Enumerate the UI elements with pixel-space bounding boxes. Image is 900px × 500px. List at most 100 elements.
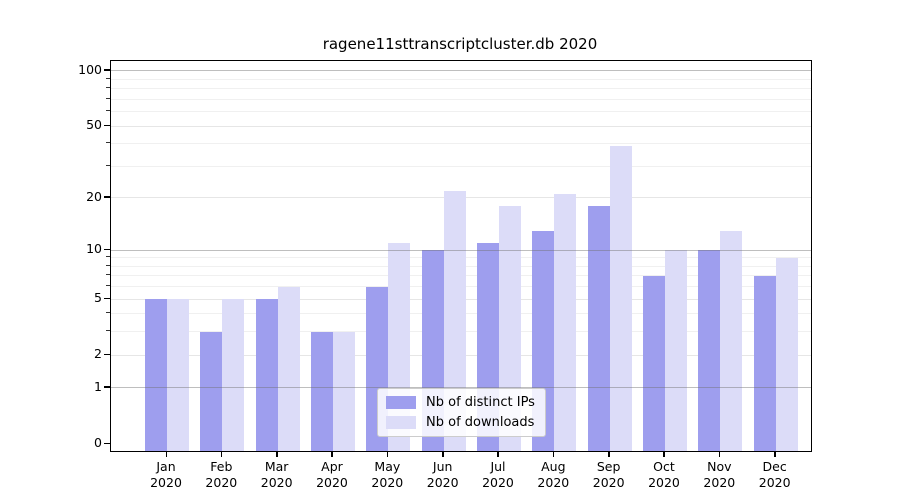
legend-swatch-downloads: [386, 416, 416, 429]
x-tick-label-apr: Apr 2020: [304, 459, 360, 491]
bar-sep-downloads: [609, 145, 632, 451]
bar-mar-ips: [255, 299, 278, 451]
x-tick-label-mar: Mar 2020: [249, 459, 305, 491]
x-tick-year-jan: 2020: [150, 475, 182, 490]
legend-label-downloads: Nb of downloads: [426, 415, 535, 430]
y-tick-label-100: 100: [78, 61, 102, 77]
legend-swatch-distinct-ips: [386, 396, 416, 409]
minor-gridline-80: [111, 88, 811, 90]
minor-gridline-30: [111, 165, 811, 167]
x-tick-label-jun: Jun 2020: [415, 459, 471, 491]
x-tick-year-may: 2020: [371, 475, 404, 490]
x-tick-mark-jan: [165, 452, 167, 457]
x-tick-mark-sep: [608, 452, 610, 457]
bar-dec-downloads: [775, 257, 798, 451]
y-minor-tick-mark-9: [106, 256, 110, 258]
y-minor-tick-mark-30: [106, 164, 110, 166]
x-tick-mark-nov: [718, 452, 721, 457]
y-minor-tick-mark-70: [106, 97, 110, 99]
gridline-50: [111, 125, 811, 127]
y-tick-label-1: 1: [94, 378, 102, 394]
y-tick-label-50: 50: [86, 117, 102, 133]
x-tick-year-mar: 2020: [260, 475, 293, 490]
y-minor-tick-mark-90: [106, 77, 110, 79]
bar-oct-ips: [642, 275, 665, 451]
x-tick-year-jul: 2020: [482, 475, 514, 490]
x-tick-mark-feb: [220, 452, 223, 457]
y-minor-tick-mark-8: [106, 264, 110, 266]
x-tick-year-feb: 2020: [205, 475, 238, 490]
x-tick-year-dec: 2020: [758, 475, 791, 490]
x-tick-label-may: May 2020: [359, 459, 415, 491]
x-tick-year-sep: 2020: [592, 475, 625, 490]
gridline-1: [111, 387, 811, 389]
gridline-10: [111, 249, 811, 251]
x-tick-label-aug: Aug 2020: [525, 459, 581, 491]
x-tick-mark-apr: [331, 452, 333, 457]
y-tick-label-2: 2: [94, 346, 102, 362]
minor-gridline-70: [111, 98, 811, 100]
minor-gridline-60: [111, 111, 811, 113]
bar-oct-downloads: [664, 250, 687, 451]
y-minor-tick-mark-80: [106, 87, 110, 89]
x-tick-mark-oct: [663, 452, 665, 457]
x-tick-label-jul: Jul 2020: [470, 459, 526, 491]
y-tick-label-5: 5: [94, 290, 102, 306]
gridline-100: [111, 70, 811, 72]
legend-item-distinct-ips: Nb of distinct IPs: [386, 395, 535, 410]
y-tick-label-20: 20: [86, 188, 102, 204]
y-tick-mark-1: [104, 386, 110, 388]
bar-nov-downloads: [720, 230, 743, 451]
minor-gridline-40: [111, 143, 811, 145]
y-minor-tick-mark-60: [106, 110, 110, 112]
y-minor-tick-mark-40: [106, 142, 110, 144]
legend-item-downloads: Nb of downloads: [386, 415, 535, 430]
x-tick-mark-jun: [442, 452, 444, 457]
x-tick-year-oct: 2020: [648, 475, 680, 490]
bar-mar-downloads: [277, 286, 300, 451]
x-tick-year-aug: 2020: [537, 475, 570, 490]
x-tick-mark-dec: [774, 452, 776, 457]
x-tick-label-dec: Dec 2020: [747, 459, 803, 491]
y-tick-mark-2: [104, 353, 110, 356]
bar-dec-ips: [753, 275, 776, 451]
x-tick-label-nov: Nov 2020: [691, 459, 747, 491]
y-tick-label-10: 10: [86, 241, 102, 257]
x-tick-mark-aug: [552, 452, 555, 457]
legend-label-distinct-ips: Nb of distinct IPs: [426, 395, 535, 410]
x-tick-mark-jul: [497, 452, 499, 457]
x-tick-year-jun: 2020: [426, 475, 459, 490]
bar-feb-ips: [200, 331, 223, 451]
y-minor-tick-mark-6: [106, 285, 110, 287]
bar-jan-downloads: [167, 299, 189, 451]
y-tick-mark-50: [104, 124, 110, 127]
x-tick-label-oct: Oct 2020: [636, 459, 692, 491]
y-tick-mark-20: [104, 196, 110, 198]
bar-apr-downloads: [332, 331, 355, 451]
x-tick-mark-mar: [276, 452, 278, 457]
x-tick-label-sep: Sep 2020: [581, 459, 637, 491]
y-tick-label-0: 0: [94, 435, 102, 450]
bar-nov-ips: [698, 250, 721, 451]
minor-gridline-90: [111, 78, 811, 80]
bar-aug-downloads: [554, 194, 577, 451]
x-tick-label-feb: Feb 2020: [193, 459, 249, 491]
x-tick-label-jan: Jan 2020: [138, 459, 194, 491]
y-tick-mark-0: [104, 442, 110, 444]
x-tick-year-nov: 2020: [703, 475, 736, 490]
legend: Nb of distinct IPs Nb of downloads: [377, 388, 546, 437]
bar-sep-ips: [587, 206, 610, 451]
y-tick-mark-5: [104, 297, 110, 300]
bar-jun-downloads: [443, 190, 466, 451]
y-tick-mark-10: [104, 248, 110, 251]
y-tick-mark-100: [104, 69, 110, 71]
y-minor-tick-mark-4: [106, 312, 110, 314]
x-tick-mark-may: [386, 452, 389, 457]
y-minor-tick-mark-7: [106, 274, 110, 276]
chart-title: ragene11sttranscriptcluster.db 2020: [322, 35, 598, 53]
bar-apr-ips: [310, 331, 333, 451]
bar-feb-downloads: [222, 299, 245, 451]
y-minor-tick-mark-3: [106, 330, 110, 332]
bar-jan-ips: [145, 299, 167, 451]
